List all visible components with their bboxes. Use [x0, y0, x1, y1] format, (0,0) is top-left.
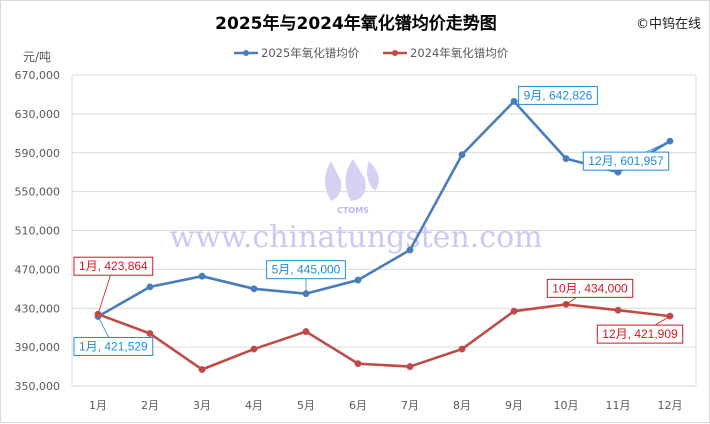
x-tick-label: 1月 — [89, 399, 107, 412]
x-tick-label: 2月 — [141, 399, 159, 412]
data-point — [302, 328, 310, 335]
y-tick-label: 350,000 — [15, 380, 61, 393]
x-tick-label: 11月 — [606, 399, 631, 412]
data-point — [250, 285, 258, 293]
x-tick-label: 12月 — [658, 399, 683, 412]
legend-marker-0 — [243, 50, 249, 56]
chart-title: 2025年与2024年氧化镨均价走势图 — [215, 13, 497, 34]
data-point — [250, 345, 258, 353]
legend-label: 2025年氧化镨均价 — [261, 46, 360, 60]
data-label-box — [518, 85, 598, 105]
watermark-text: www.chinatungsten.com — [169, 220, 542, 255]
y-tick-label: 550,000 — [15, 186, 61, 199]
data-point — [510, 307, 518, 315]
data-label: 9月, 642,826 — [524, 88, 593, 102]
y-axis-unit: 元/吨 — [23, 50, 51, 64]
data-label-box — [546, 278, 634, 298]
data-point — [354, 276, 362, 284]
legend-marker-1 — [392, 50, 398, 56]
data-label-box — [582, 151, 670, 171]
x-tick-label: 9月 — [505, 399, 523, 412]
watermark-logo-text: CTOMS — [337, 206, 369, 215]
y-tick-label: 470,000 — [15, 263, 61, 276]
data-label: 10月, 434,000 — [552, 281, 628, 295]
x-tick-label: 10月 — [554, 399, 579, 412]
x-tick-label: 4月 — [245, 399, 263, 412]
series-line-1 — [97, 303, 671, 371]
data-point — [354, 360, 362, 368]
x-tick-label: 7月 — [401, 399, 419, 412]
data-point — [458, 151, 466, 159]
data-point — [614, 306, 622, 314]
ctoms-logo-icon — [325, 159, 379, 201]
data-label-box — [266, 260, 346, 280]
data-point — [146, 330, 154, 337]
data-label-box — [596, 324, 684, 344]
data-label-box — [73, 336, 154, 356]
data-point — [562, 155, 570, 162]
data-label: 12月, 421,909 — [602, 327, 678, 341]
y-tick-label: 670,000 — [15, 69, 61, 82]
data-label: 1月, 421,529 — [79, 339, 148, 353]
credit-text: ©中钨在线 — [636, 16, 701, 32]
y-tick-label: 510,000 — [15, 225, 61, 238]
legend-label: 2024年氧化镨均价 — [410, 46, 509, 60]
data-label: 5月, 445,000 — [272, 263, 341, 277]
data-point — [198, 272, 206, 280]
x-tick-label: 6月 — [349, 399, 367, 412]
series-line-0 — [97, 100, 671, 318]
y-tick-label: 390,000 — [15, 341, 61, 354]
y-tick-label: 590,000 — [15, 147, 61, 160]
data-point — [458, 345, 466, 353]
data-point — [406, 363, 414, 370]
data-label-box — [73, 256, 154, 276]
data-point — [146, 283, 154, 291]
y-tick-label: 630,000 — [15, 108, 61, 121]
x-tick-label: 5月 — [297, 399, 315, 412]
watermark: CTOMS www.chinatungsten.com — [169, 159, 543, 255]
data-label: 12月, 601,957 — [588, 154, 664, 168]
x-tick-label: 3月 — [193, 399, 211, 412]
data-point — [406, 246, 414, 254]
y-tick-label: 430,000 — [15, 302, 61, 315]
data-point — [198, 366, 206, 373]
x-tick-label: 8月 — [453, 399, 471, 412]
data-label: 1月, 423,864 — [79, 259, 148, 273]
